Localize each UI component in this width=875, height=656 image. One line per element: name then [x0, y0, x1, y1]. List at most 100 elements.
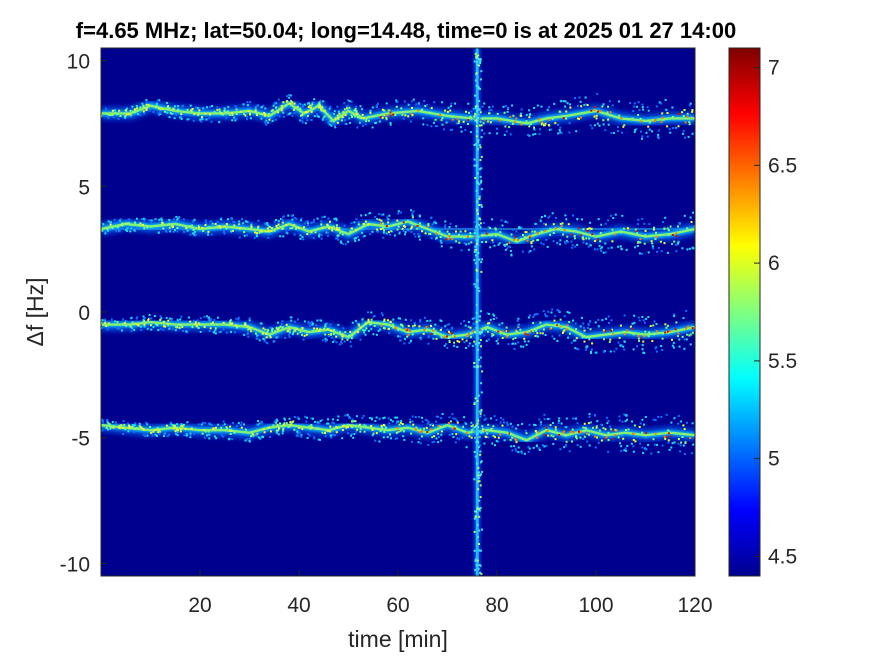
- band-speckle: [229, 428, 232, 431]
- band-speckle: [379, 222, 382, 225]
- band-speckle: [528, 447, 531, 450]
- band-speckle: [455, 122, 458, 125]
- band-speckle: [166, 435, 169, 438]
- band-speckle: [508, 126, 511, 129]
- band-speckle: [591, 233, 594, 236]
- band-speckle: [532, 316, 535, 318]
- band-speckle: [106, 428, 109, 431]
- band-speckle: [220, 434, 223, 437]
- band-speckle: [250, 226, 253, 228]
- band-speckle: [486, 432, 489, 435]
- band-speckle: [597, 441, 600, 444]
- band-speckle: [318, 319, 321, 322]
- band-speckle: [153, 315, 156, 317]
- band-speckle: [692, 443, 695, 446]
- stripe-speckle: [474, 558, 477, 561]
- band-speckle: [135, 322, 138, 325]
- band-speckle: [399, 335, 402, 338]
- band-speckle: [520, 345, 523, 348]
- band-speckle: [293, 112, 296, 115]
- band-speckle: [554, 426, 557, 429]
- band-speckle: [275, 430, 278, 433]
- band-speckle: [505, 130, 508, 133]
- band-speckle: [316, 319, 319, 322]
- band-speckle: [287, 426, 290, 428]
- band-speckle: [623, 449, 626, 452]
- band-speckle: [675, 321, 678, 324]
- band-speckle: [680, 420, 683, 423]
- band-speckle: [395, 99, 398, 102]
- stripe-speckle: [473, 403, 476, 405]
- band-speckle: [111, 113, 114, 116]
- band-speckle: [595, 426, 598, 429]
- band-speckle: [623, 348, 626, 351]
- band-speckle: [467, 123, 469, 125]
- band-speckle: [335, 426, 338, 428]
- band-speckle: [168, 433, 170, 436]
- band-speckle: [488, 109, 491, 112]
- band-speckle: [671, 344, 674, 347]
- band-speckle: [510, 233, 513, 236]
- band-speckle: [688, 247, 691, 250]
- band-speckle: [411, 100, 414, 103]
- band-speckle: [686, 333, 689, 336]
- band-speckle: [355, 430, 358, 433]
- band-speckle: [614, 428, 617, 431]
- band-speckle: [233, 221, 236, 224]
- band-speckle: [487, 423, 490, 426]
- band-speckle: [536, 104, 539, 107]
- stripe-speckle: [479, 159, 482, 161]
- band-speckle: [275, 326, 278, 329]
- band-speckle: [221, 113, 224, 116]
- band-speckle: [306, 437, 309, 439]
- band-speckle: [133, 110, 136, 112]
- band-speckle: [198, 109, 201, 112]
- band-speckle: [167, 108, 170, 111]
- band-speckle: [135, 217, 138, 220]
- band-speckle: [146, 423, 149, 426]
- band-speckle: [277, 433, 280, 436]
- band-speckle: [562, 233, 564, 236]
- band-speckle: [122, 318, 125, 321]
- band-speckle: [411, 212, 414, 215]
- band-speckle: [305, 220, 308, 223]
- band-speckle: [451, 427, 454, 430]
- band-speckle: [374, 420, 377, 422]
- band-speckle: [402, 221, 405, 224]
- band-speckle: [574, 322, 577, 325]
- band-speckle: [280, 322, 283, 325]
- band-speckle: [641, 315, 644, 318]
- band-speckle: [318, 101, 321, 104]
- band-speckle: [317, 115, 320, 118]
- band-speckle: [129, 223, 132, 226]
- band-speckle: [332, 341, 335, 343]
- band-speckle: [330, 436, 333, 439]
- band-speckle: [485, 328, 488, 331]
- band-speckle: [637, 337, 640, 340]
- band-speckle: [623, 413, 626, 416]
- band-speckle: [325, 339, 328, 342]
- band-speckle: [142, 110, 145, 113]
- band-speckle: [142, 434, 145, 436]
- band-speckle: [670, 435, 673, 438]
- band-speckle: [587, 322, 590, 325]
- band-speckle: [556, 324, 559, 327]
- band-speckle: [173, 217, 175, 220]
- band-speckle: [657, 246, 660, 249]
- band-speckle: [444, 325, 447, 328]
- band-speckle: [671, 442, 674, 445]
- band-speckle: [140, 218, 143, 221]
- band-speckle: [260, 229, 263, 232]
- band-speckle: [465, 110, 467, 113]
- band-speckle: [563, 434, 566, 437]
- band-speckle: [652, 247, 655, 250]
- band-speckle: [121, 329, 123, 332]
- stripe-speckle: [478, 543, 480, 545]
- band-speckle: [289, 227, 292, 230]
- band-speckle: [286, 113, 289, 116]
- band-speckle: [134, 422, 137, 425]
- band-speckle: [526, 133, 529, 136]
- band-speckle: [417, 102, 420, 105]
- band-speckle: [505, 330, 508, 333]
- band-speckle: [596, 248, 599, 251]
